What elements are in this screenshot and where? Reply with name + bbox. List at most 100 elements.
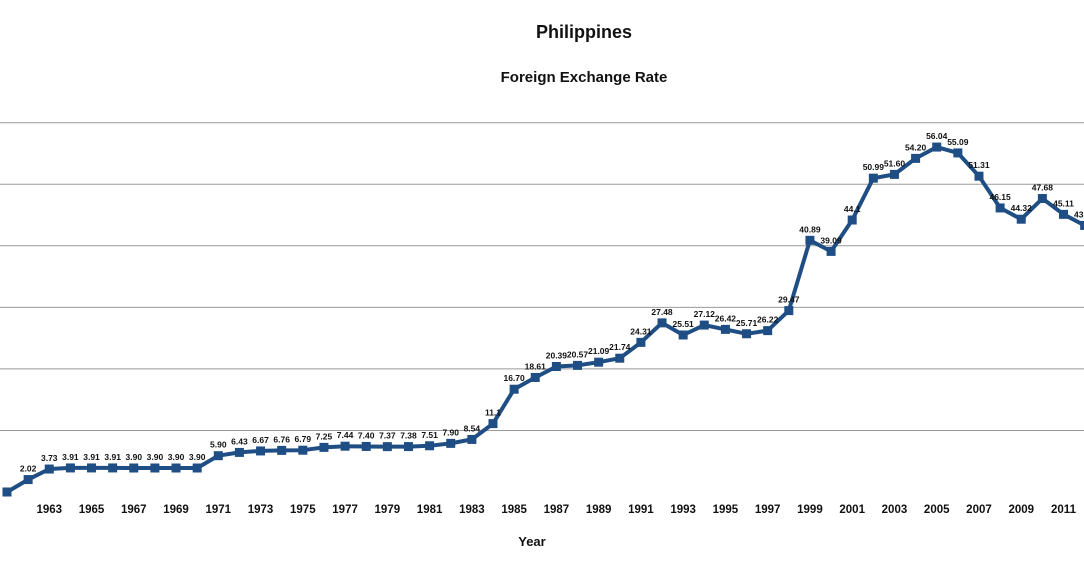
data-label: 2.02 (20, 464, 37, 474)
data-point (1059, 209, 1068, 219)
x-tick-label: 1989 (586, 504, 612, 516)
data-point (847, 215, 857, 225)
x-tick-label: 1965 (79, 504, 105, 516)
x-tick-label: 1995 (713, 504, 739, 516)
data-point (192, 463, 202, 473)
chart-subtitle: Foreign Exchange Rate (500, 69, 668, 86)
data-label: 51.60 (884, 158, 906, 168)
data-label: 6.67 (252, 435, 269, 445)
data-label: 39.09 (820, 235, 842, 245)
data-point (23, 475, 33, 485)
data-markers (2, 142, 1084, 497)
data-label: 11.1 (485, 408, 501, 418)
data-point (573, 360, 583, 370)
x-tick-label: 2011 (1051, 504, 1077, 516)
x-tick-label: 1971 (206, 504, 232, 516)
data-point (889, 169, 899, 179)
data-label: 44.32 (1011, 203, 1033, 213)
series-line (5, 145, 1084, 494)
data-label: 6.76 (273, 434, 290, 444)
data-label: 6.43 (231, 436, 248, 446)
data-label: 7.38 (400, 431, 417, 441)
data-label: 21.09 (588, 346, 610, 356)
data-label: 7.37 (379, 431, 396, 441)
x-tick-label: 2005 (924, 504, 950, 516)
data-label: 51.31 (968, 160, 990, 170)
data-label: 27.48 (651, 307, 673, 317)
data-point (953, 148, 963, 158)
data-label: 20.39 (546, 350, 568, 360)
data-label: 54.20 (905, 142, 927, 152)
data-label: 16.70 (503, 373, 525, 383)
data-label: 7.51 (421, 430, 438, 440)
data-point (467, 434, 477, 444)
data-point (868, 173, 878, 183)
data-label: 44.1 (844, 204, 861, 214)
data-label: 55.09 (947, 137, 969, 147)
data-point (319, 442, 329, 452)
data-label: 5.90 (210, 440, 227, 450)
data-point (108, 463, 118, 473)
data-point (234, 447, 244, 457)
chart-title: Philippines (535, 22, 632, 42)
data-point (150, 463, 160, 473)
data-point (995, 203, 1005, 213)
data-point (805, 235, 815, 245)
data-point (720, 324, 730, 334)
data-point (699, 320, 709, 330)
data-label: 3.91 (83, 452, 100, 462)
data-label: 26.22 (757, 315, 779, 325)
data-label: 47.68 (1032, 183, 1054, 193)
x-tick-label: 1983 (459, 504, 485, 516)
data-label: 7.25 (316, 431, 333, 441)
x-tick-label: 1973 (248, 504, 274, 516)
data-point (551, 361, 561, 371)
data-point (657, 318, 667, 328)
data-point (1080, 220, 1084, 230)
x-tick-label: 1975 (290, 504, 316, 516)
data-point (1016, 214, 1026, 224)
data-point (742, 329, 752, 339)
x-tick-label: 1993 (670, 504, 696, 516)
x-tick-label: 1977 (332, 504, 358, 516)
x-tick-label: 1979 (375, 504, 401, 516)
data-label: 3.90 (168, 452, 185, 462)
data-point (911, 153, 921, 163)
data-point (361, 441, 371, 451)
x-tick-label: 2007 (966, 504, 992, 516)
data-point (594, 357, 604, 367)
data-point (678, 330, 688, 340)
data-label: 3.90 (147, 452, 164, 462)
data-label: 45.11 (1053, 198, 1074, 208)
data-point (530, 372, 540, 382)
data-point (974, 171, 984, 181)
x-axis-label: Year (518, 534, 546, 549)
x-axis-ticks: 1963 1965 1967 1969 1971 1973 1975 1977 1979 1981… (36, 504, 1077, 516)
data-label: 8.54 (464, 423, 481, 433)
data-label: 18.61 (525, 361, 547, 371)
x-tick-label: 1991 (628, 504, 654, 516)
data-label: 26.42 (715, 313, 737, 323)
data-point (171, 463, 181, 473)
data-point (446, 438, 456, 448)
data-label: 40.89 (799, 224, 821, 234)
data-point (1037, 194, 1047, 204)
data-point (615, 353, 625, 363)
x-tick-label: 1981 (417, 504, 443, 516)
data-point (784, 306, 794, 316)
data-label: 3.90 (126, 452, 143, 462)
x-tick-label: 1999 (797, 504, 823, 516)
data-point (256, 446, 266, 456)
data-point (932, 142, 942, 152)
data-label: 46.15 (989, 192, 1011, 202)
x-tick-label: 1985 (501, 504, 527, 516)
data-label: 24.31 (630, 326, 652, 336)
gridlines (0, 122, 1084, 431)
data-point (403, 442, 413, 452)
data-point (425, 441, 435, 451)
data-point (277, 445, 287, 455)
data-point (87, 463, 97, 473)
x-tick-label: 2009 (1008, 504, 1034, 516)
data-label: 25.71 (736, 318, 758, 328)
